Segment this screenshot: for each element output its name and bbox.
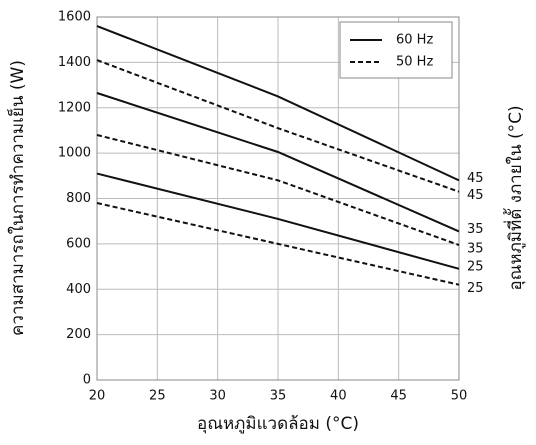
y-tick-label: 200 <box>66 327 91 342</box>
plot-frame <box>96 16 460 381</box>
x-tick-label: 50 <box>451 389 468 404</box>
series-line <box>96 202 460 286</box>
y-axis-title: ความสามารถในการทำความเย็น (W) <box>6 60 28 336</box>
line-end-label: 45 <box>467 188 484 203</box>
x-tick-label: 35 <box>270 389 287 404</box>
y-tick-label: 1000 <box>58 146 91 161</box>
series-line <box>96 59 460 193</box>
x-tick-label: 30 <box>209 389 226 404</box>
y-tick-label: 600 <box>66 236 91 251</box>
series-line <box>96 134 460 246</box>
x-axis-title: อุณหภูมิแวดล้อม (°C) <box>197 414 359 434</box>
y-tick-label: 1200 <box>58 100 91 115</box>
series-line <box>96 92 460 233</box>
y-tick-label: 800 <box>66 191 91 206</box>
y-tick-label: 1400 <box>58 55 91 70</box>
x-tick-label: 45 <box>390 389 407 404</box>
x-tick-label: 20 <box>89 389 106 404</box>
series-line <box>96 25 460 182</box>
line-end-label: 25 <box>467 281 484 296</box>
legend-label: 50 Hz <box>396 55 433 70</box>
y-tick-label: 1600 <box>58 10 91 25</box>
line-end-label: 45 <box>467 171 484 186</box>
x-tick-label: 40 <box>330 389 347 404</box>
line-end-label: 35 <box>467 222 484 237</box>
y-tick-label: 400 <box>66 282 91 297</box>
y2-axis-title: อุณหภูมิที่ตั้ งภายใน (°C) <box>503 105 526 290</box>
y-tick-label: 0 <box>83 373 91 388</box>
line-end-label: 25 <box>467 259 484 274</box>
line-end-label: 35 <box>467 242 484 257</box>
legend-label: 60 Hz <box>396 33 433 48</box>
series-line <box>96 172 460 270</box>
legend-box <box>339 21 453 79</box>
x-tick-label: 25 <box>149 389 166 404</box>
